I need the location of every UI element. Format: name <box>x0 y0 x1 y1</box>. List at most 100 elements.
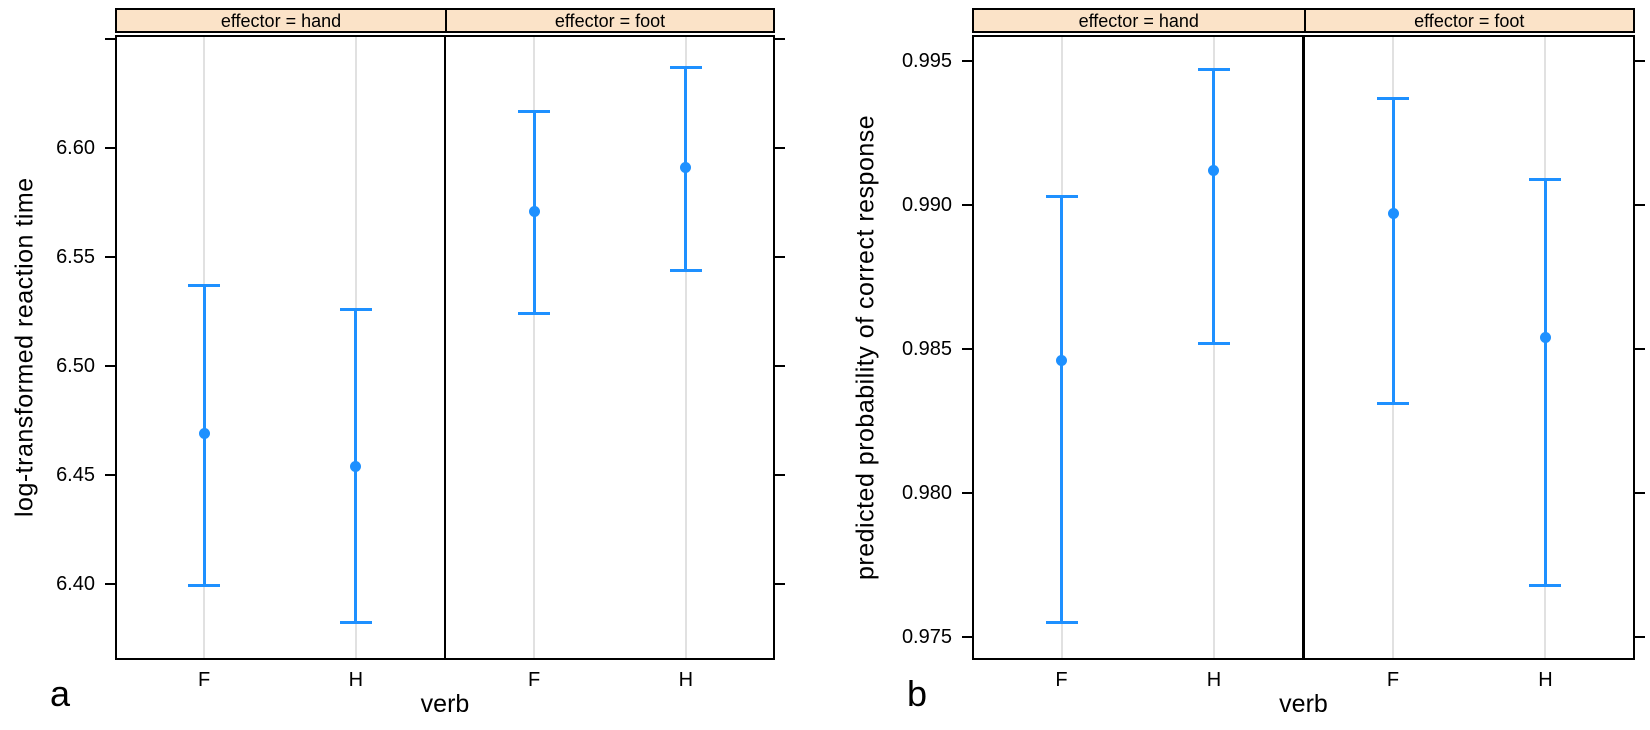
y-axis-tick-right <box>775 147 785 150</box>
y-axis-tick-label: 6.45 <box>56 463 95 486</box>
error-bar <box>1212 69 1216 344</box>
error-bar-upper-cap <box>339 307 372 311</box>
y-axis-tick-label: 6.40 <box>56 572 95 595</box>
error-bar-lower-cap <box>339 621 372 625</box>
facet-strip-label: effector = hand <box>220 10 342 31</box>
data-point <box>350 460 362 472</box>
error-bar <box>532 111 536 314</box>
gridline <box>1544 37 1547 658</box>
x-axis-title: verb <box>420 690 470 718</box>
error-bar <box>1391 98 1395 404</box>
x-axis-category-label: H <box>348 669 364 691</box>
error-bar-upper-cap <box>1377 96 1409 100</box>
error-bar <box>684 67 688 271</box>
x-axis-category-label: F <box>1055 669 1068 691</box>
x-axis-category-label: F <box>1386 669 1400 691</box>
data-point <box>528 205 540 217</box>
y-axis-tick <box>105 365 115 367</box>
y-axis-tick-right <box>1635 491 1645 494</box>
data-point <box>1387 208 1399 220</box>
y-axis-title: log-transformed reaction time <box>10 177 39 518</box>
facet-strip: effector = foot <box>1303 8 1635 33</box>
error-bar <box>354 309 358 623</box>
panel-letter: b <box>906 673 928 714</box>
y-axis-title: predicted probability of correct respons… <box>851 114 880 581</box>
error-bar-lower-cap <box>518 312 551 316</box>
y-axis-tick-right <box>1635 635 1645 638</box>
gridline <box>1060 37 1063 658</box>
data-point <box>198 428 210 440</box>
y-axis-tick-label: 0.985 <box>901 337 952 360</box>
data-point <box>680 162 692 174</box>
y-axis-tick <box>962 203 972 206</box>
error-bar-lower-cap <box>669 268 702 272</box>
error-bar-lower-cap <box>188 584 221 588</box>
x-axis-category-label: H <box>678 669 694 691</box>
y-axis-tick-label: 6.55 <box>56 246 95 269</box>
data-point <box>1056 354 1067 366</box>
plot-area <box>972 35 1635 660</box>
facet-divider <box>443 35 447 660</box>
y-axis-tick-right <box>775 256 785 259</box>
y-axis-tick <box>962 59 972 62</box>
error-bar-upper-cap <box>1197 68 1230 72</box>
y-axis-tick-right <box>1635 347 1645 350</box>
error-bar-upper-cap <box>518 109 551 113</box>
data-point <box>1208 164 1220 176</box>
y-axis-tick-right <box>775 473 785 476</box>
y-axis-tick <box>962 635 972 638</box>
y-axis-tick-label: 0.990 <box>901 193 952 216</box>
y-axis-tick <box>105 473 115 476</box>
y-axis-tick-right <box>775 365 785 367</box>
y-axis-tick-right <box>1635 203 1645 206</box>
error-bar-lower-cap <box>1197 341 1230 345</box>
gridline <box>684 37 687 658</box>
y-axis-tick <box>105 256 115 259</box>
gridline <box>354 37 357 658</box>
y-axis-tick-right <box>775 38 785 41</box>
x-axis-category-label: F <box>197 669 211 691</box>
y-axis-tick-label: 0.980 <box>901 481 952 504</box>
error-bar <box>202 285 206 586</box>
error-bar-upper-cap <box>669 66 702 70</box>
y-axis-tick <box>105 582 115 585</box>
error-bar <box>1060 196 1063 623</box>
y-axis-tick-label: 0.975 <box>901 625 952 648</box>
error-bar-lower-cap <box>1529 583 1562 587</box>
facet-strip-label: effector = foot <box>554 10 666 31</box>
y-axis-tick <box>962 347 972 350</box>
x-axis-category-label: H <box>1538 669 1553 691</box>
facet-strip: effector = foot <box>445 8 775 33</box>
plot-area <box>115 35 775 660</box>
error-bar <box>1543 179 1547 586</box>
y-axis-tick-label: 6.50 <box>56 355 95 377</box>
y-axis-tick <box>105 38 115 41</box>
x-axis-category-label: F <box>527 669 541 691</box>
y-axis-tick-label: 0.995 <box>901 49 952 72</box>
y-axis-tick-label: 6.60 <box>56 137 95 160</box>
panel-letter: a <box>49 673 71 714</box>
data-point <box>1539 331 1551 343</box>
x-axis-category-label: H <box>1206 669 1222 691</box>
y-axis-tick-right <box>1635 59 1645 62</box>
facet-strip-label: effector = hand <box>1078 10 1199 31</box>
facet-strip-label: effector = foot <box>1414 10 1525 31</box>
x-axis-title: verb <box>1279 690 1328 718</box>
error-bar-lower-cap <box>1045 621 1078 625</box>
y-axis-tick-right <box>775 582 785 585</box>
facet-strip: effector = hand <box>972 8 1304 33</box>
gridline <box>203 37 206 658</box>
y-axis-tick <box>105 147 115 150</box>
gridline <box>1212 37 1215 658</box>
error-bar-upper-cap <box>1529 177 1562 181</box>
error-bar-upper-cap <box>188 283 221 287</box>
y-axis-tick <box>962 491 972 494</box>
gridline <box>533 37 536 658</box>
facet-strip: effector = hand <box>115 8 445 33</box>
facet-divider <box>1302 35 1305 660</box>
gridline <box>1392 37 1394 658</box>
error-bar-lower-cap <box>1377 402 1409 406</box>
